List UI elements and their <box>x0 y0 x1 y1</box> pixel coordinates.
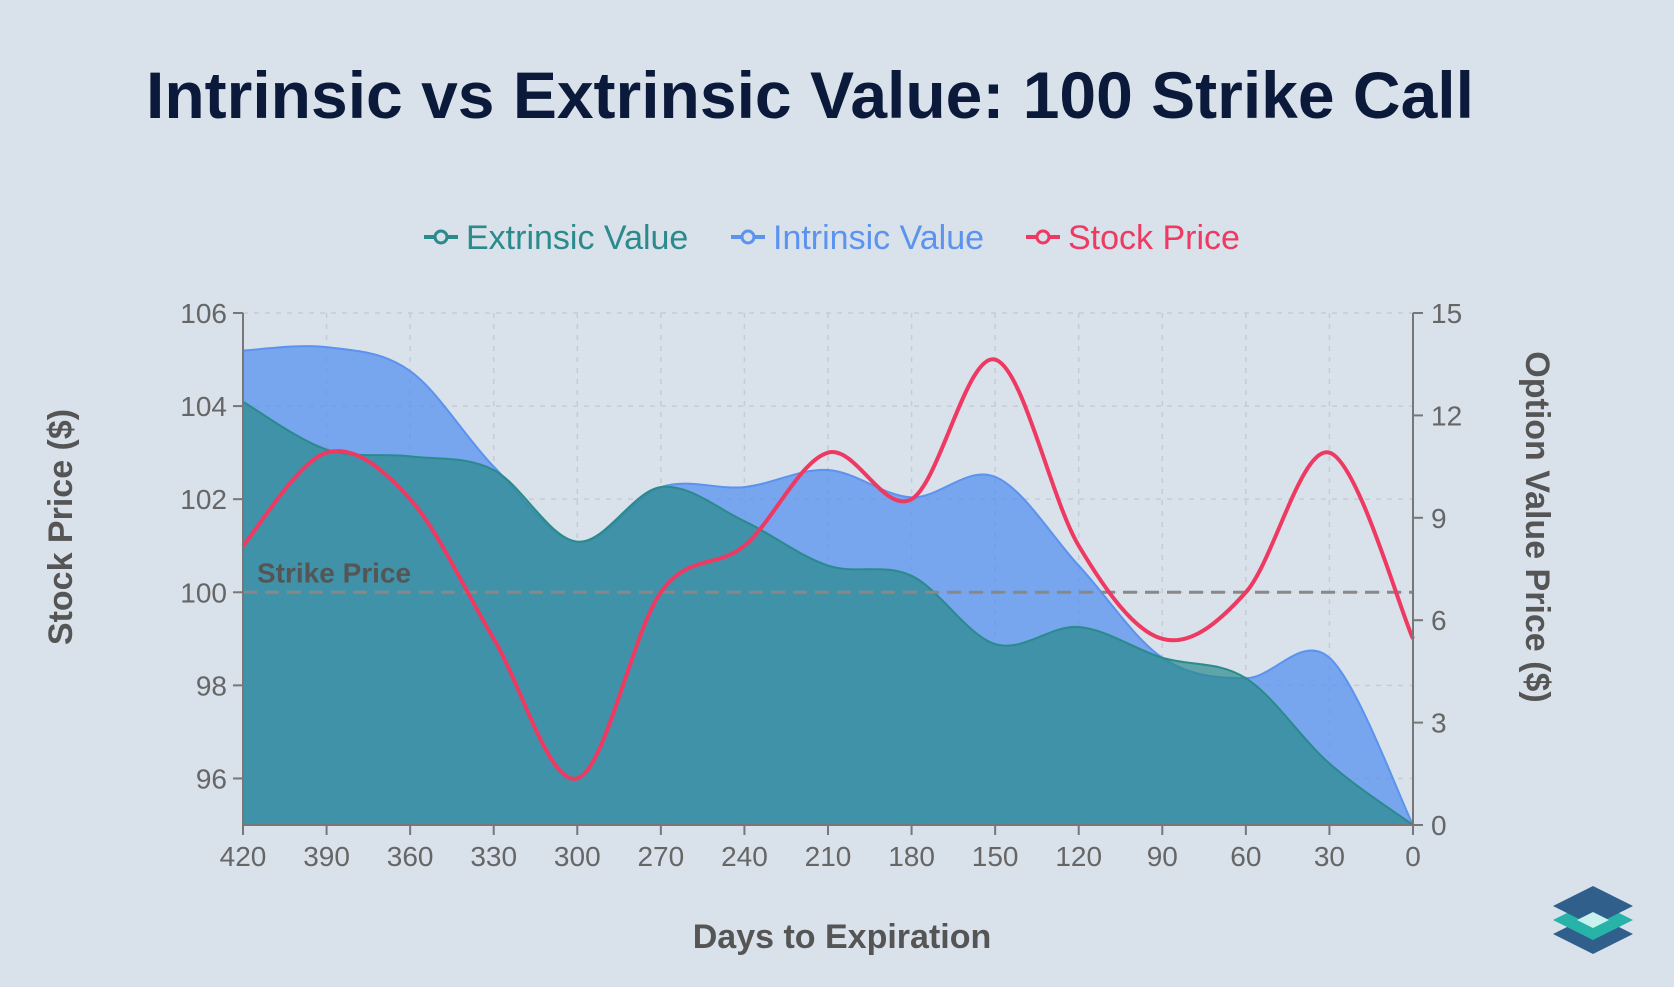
y-left-tick-label: 104 <box>180 391 227 422</box>
y-left-axis-title: Stock Price ($) <box>42 409 80 645</box>
legend-label: Stock Price <box>1068 219 1240 257</box>
legend-item[interactable]: Stock Price <box>1026 219 1240 257</box>
x-tick-label: 360 <box>387 841 434 872</box>
extrinsic-value-area <box>242 400 1417 826</box>
legend-item[interactable]: Intrinsic Value <box>731 219 984 257</box>
legend-label: Extrinsic Value <box>466 219 688 257</box>
x-tick-label: 420 <box>220 841 267 872</box>
x-tick-label: 0 <box>1405 841 1421 872</box>
legend-label: Intrinsic Value <box>773 219 984 257</box>
x-tick-label: 210 <box>805 841 852 872</box>
y-right-tick-label: 15 <box>1431 298 1462 329</box>
legend-marker-icon <box>740 229 756 245</box>
stock-line-group <box>241 357 1415 781</box>
x-tick-label: 90 <box>1147 841 1178 872</box>
y-left-tick-label: 98 <box>196 670 227 701</box>
x-tick-label: 30 <box>1314 841 1345 872</box>
x-tick-label: 330 <box>470 841 517 872</box>
y-right-tick-label: 0 <box>1431 810 1447 841</box>
y-left-tick-label: 102 <box>180 484 227 515</box>
y-right-tick-label: 12 <box>1431 400 1462 431</box>
strike-price-label: Strike Price <box>257 557 411 588</box>
y-right-axis-title: Option Value Price ($) <box>1518 351 1556 702</box>
y-left-tick-label: 100 <box>180 577 227 608</box>
legend-marker-icon <box>433 229 449 245</box>
x-tick-label: 390 <box>303 841 350 872</box>
x-tick-label: 180 <box>888 841 935 872</box>
y-right-tick-label: 3 <box>1431 708 1447 739</box>
x-axis-title: Days to Expiration <box>693 918 992 956</box>
stock-price-line <box>241 357 1415 781</box>
y-left-tick-label: 106 <box>180 298 227 329</box>
legend[interactable]: Extrinsic Value Intrinsic Value Stock Pric… <box>424 219 1240 257</box>
y-right-tick-label: 6 <box>1431 605 1447 636</box>
areas <box>242 345 1417 826</box>
chart-title: Intrinsic vs Extrinsic Value: 100 Strike… <box>146 58 1474 132</box>
x-tick-label: 150 <box>972 841 1019 872</box>
x-tick-label: 240 <box>721 841 768 872</box>
layered-diamond-logo-icon <box>1553 886 1633 954</box>
x-tick-label: 60 <box>1230 841 1261 872</box>
strike-line-group: Strike Price <box>243 557 1413 594</box>
legend-item[interactable]: Extrinsic Value <box>424 219 688 257</box>
y-left-tick-label: 96 <box>196 763 227 794</box>
y-right-tick-label: 9 <box>1431 503 1447 534</box>
x-tick-label: 300 <box>554 841 601 872</box>
x-tick-label: 120 <box>1055 841 1102 872</box>
x-tick-label: 270 <box>637 841 684 872</box>
legend-marker-icon <box>1035 229 1051 245</box>
